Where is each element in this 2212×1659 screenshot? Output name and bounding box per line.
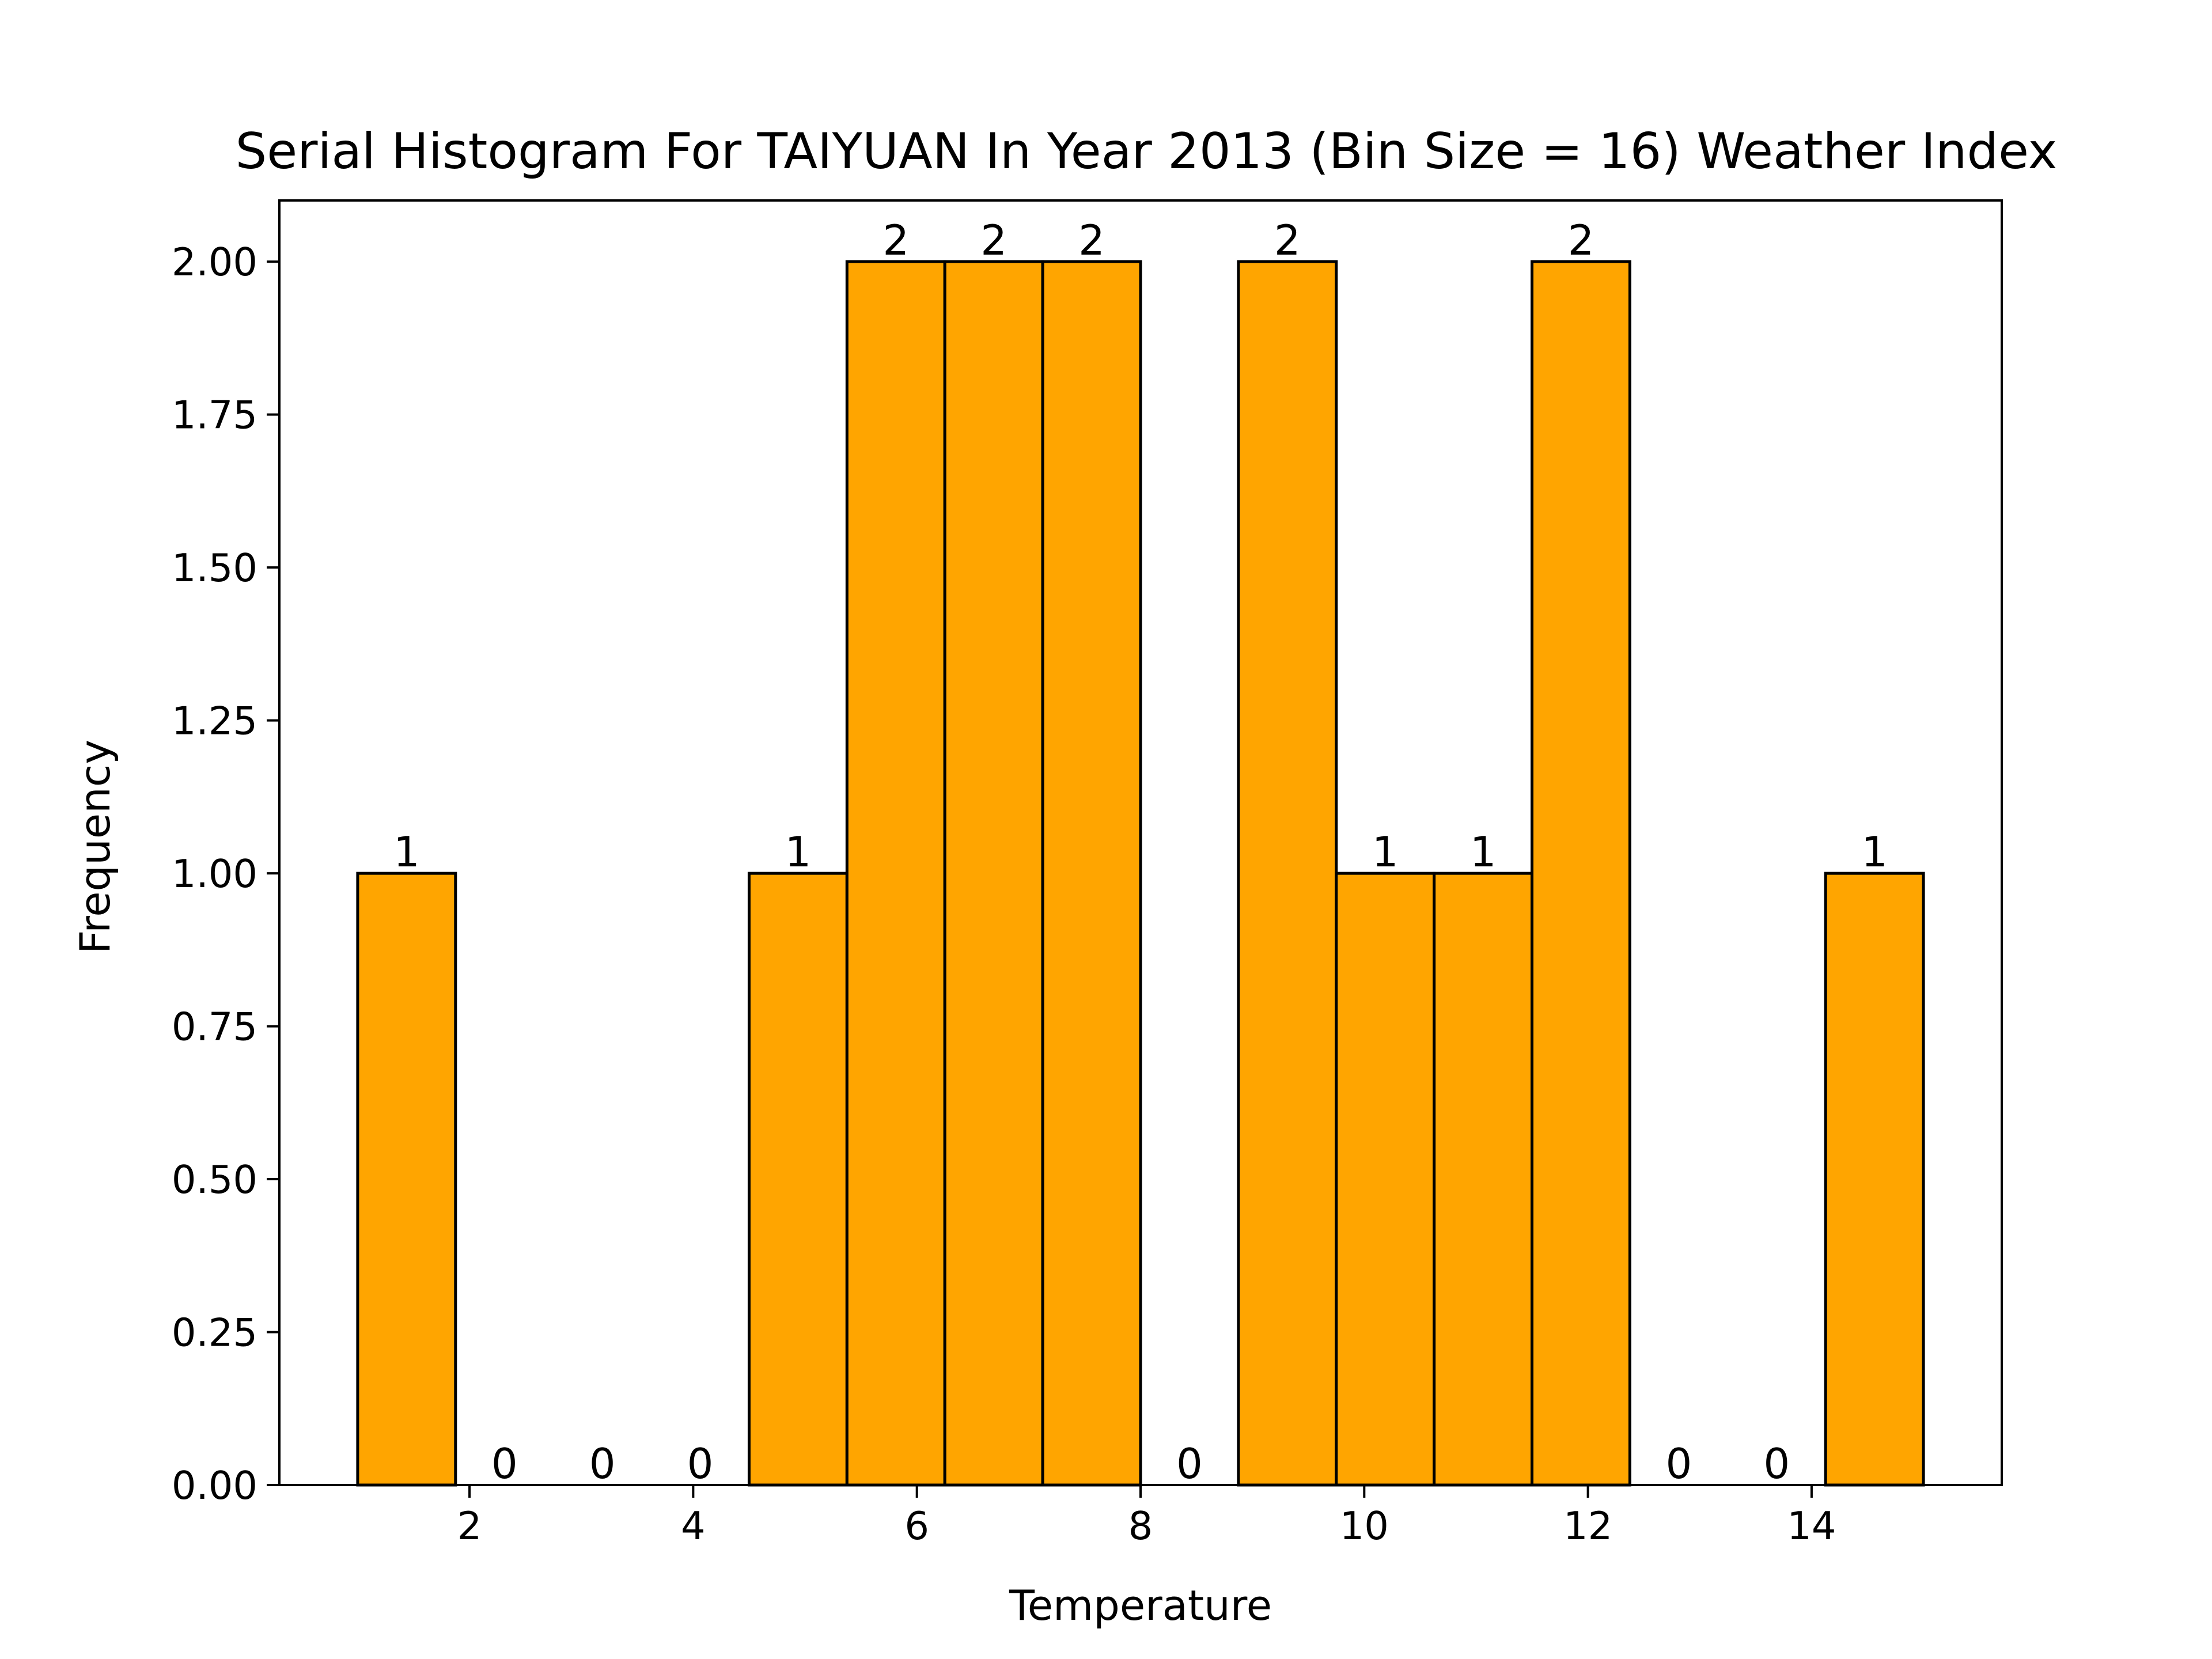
- y-tick-label: 0.25: [172, 1310, 257, 1355]
- x-tick-label: 10: [1340, 1503, 1389, 1548]
- x-tick-label: 4: [681, 1503, 706, 1548]
- bar-count-label: 1: [1372, 828, 1399, 876]
- bar-count-label: 0: [589, 1440, 616, 1488]
- bar-labels-group: 1 0 0 0 1 2 2 2 0 2 1 1 2 0 0 1: [393, 216, 1888, 1488]
- bar-count-label: 1: [1861, 828, 1888, 876]
- x-tick-label: 2: [457, 1503, 482, 1548]
- bar-count-label: 1: [785, 828, 811, 876]
- histogram-bar: [1237, 260, 1338, 1487]
- y-tick-label: 1.25: [172, 699, 257, 744]
- chart-title: Serial Histogram For TAIYUAN In Year 201…: [236, 123, 2058, 180]
- histogram-bar: [356, 872, 457, 1487]
- histogram-bar: [1041, 260, 1142, 1487]
- bar-count-label: 2: [1078, 216, 1105, 264]
- x-tick-label: 6: [904, 1503, 929, 1548]
- y-tick-label: 2.00: [172, 240, 257, 285]
- x-tick-label: 12: [1563, 1503, 1612, 1548]
- x-axis-label: Temperature: [1009, 1581, 1272, 1630]
- histogram-bar: [747, 872, 849, 1487]
- bar-count-label: 2: [882, 216, 909, 264]
- bar-count-label: 0: [1763, 1440, 1790, 1488]
- bar-count-label: 1: [1470, 828, 1497, 876]
- histogram-bar: [1433, 872, 1534, 1487]
- histogram-bar: [845, 260, 946, 1487]
- y-tick-label: 0.50: [172, 1157, 257, 1202]
- histogram-bar: [943, 260, 1044, 1487]
- y-axis-label: Frequency: [71, 740, 119, 954]
- histogram-bar: [1824, 872, 1925, 1487]
- bar-count-label: 1: [393, 828, 420, 876]
- x-tick-label: 8: [1128, 1503, 1153, 1548]
- bar-count-label: 0: [491, 1440, 518, 1488]
- bars-group: [356, 260, 1925, 1487]
- bar-count-label: 2: [1274, 216, 1301, 264]
- x-tick-label: 14: [1787, 1503, 1836, 1548]
- bar-count-label: 0: [1665, 1440, 1692, 1488]
- y-tick-label: 1.75: [172, 393, 257, 438]
- bar-count-label: 2: [1568, 216, 1594, 264]
- y-axis: 0.00 0.25 0.50 0.75 1.00 1.25 1.50 1.75 2.00: [172, 240, 279, 1508]
- bar-count-label: 0: [687, 1440, 714, 1488]
- histogram-bar: [1335, 872, 1436, 1487]
- x-axis: 2 4 6 8 10 12 14: [457, 1485, 1836, 1548]
- histogram-bar: [1531, 260, 1631, 1487]
- y-tick-label: 0.75: [172, 1005, 257, 1050]
- y-tick-label: 1.50: [172, 546, 257, 590]
- bar-count-label: 0: [1176, 1440, 1203, 1488]
- y-tick-label: 0.00: [172, 1463, 257, 1508]
- y-tick-label: 1.00: [172, 851, 257, 896]
- bar-count-label: 2: [980, 216, 1007, 264]
